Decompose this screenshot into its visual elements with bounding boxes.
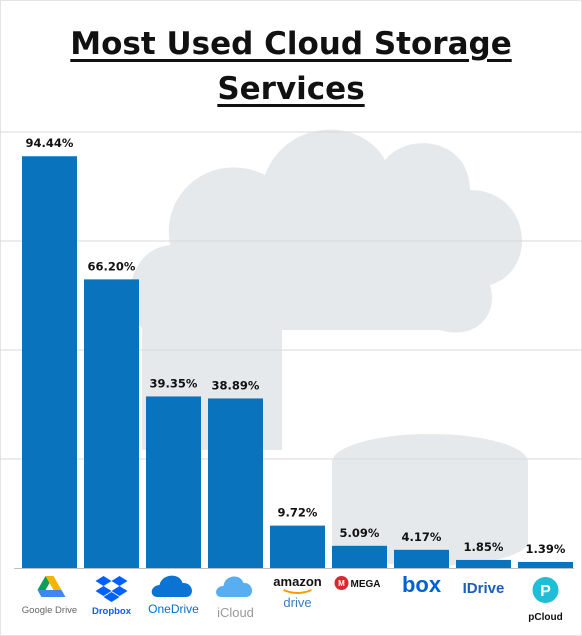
chart-title: Most Used Cloud Storage Services: [0, 22, 582, 112]
bar-amazon-drive: [270, 525, 325, 568]
bar-value-label: 4.17%: [402, 530, 442, 544]
bar-value-label: 66.20%: [88, 259, 136, 273]
dropbox-icon: Dropbox: [92, 576, 132, 617]
logo-label: iCloud: [217, 605, 254, 620]
bar-value-label: 1.39%: [526, 542, 566, 556]
dropbox-diamond: [95, 586, 112, 596]
chart-title-line-1: Most Used Cloud Storage: [70, 26, 512, 62]
onedrive-icon: OneDrive: [148, 575, 199, 616]
amazon-smile: [283, 589, 312, 594]
pcloud-circle: [532, 577, 559, 603]
logo-label: amazon: [273, 574, 321, 589]
dropbox-diamond: [111, 586, 128, 596]
bar-value-label: 9.72%: [278, 506, 318, 520]
google-drive-icon: Google Drive: [22, 576, 77, 616]
logo-label: IDrive: [463, 580, 505, 597]
logo-label: pCloud: [528, 612, 562, 623]
logo-label: Dropbox: [92, 606, 132, 617]
onedrive-cloud: [151, 575, 192, 597]
logo-label: P: [540, 583, 551, 600]
bar-box: [394, 549, 449, 568]
bar-onedrive: [146, 396, 201, 568]
mega-circle: [334, 576, 349, 590]
gdrive-yellow: [45, 576, 62, 590]
box-logo: box: [402, 572, 442, 597]
idrive-logo: IDrive: [463, 580, 505, 597]
dropbox-diamond: [111, 576, 128, 586]
bar-idrive: [456, 559, 511, 568]
logo-label: drive: [283, 595, 311, 610]
bar-google-drive: [22, 156, 77, 569]
bar-value-label: 1.85%: [464, 540, 504, 554]
logo-label: OneDrive: [148, 602, 199, 616]
bar-value-label: 39.35%: [150, 376, 198, 390]
amazon-drive-logo: amazon drive: [273, 574, 321, 610]
bar-value-label: 5.09%: [340, 526, 380, 540]
bar-dropbox: [84, 279, 139, 568]
chart-title-line-2: Services: [217, 71, 365, 107]
logo-label: MEGA: [351, 579, 381, 590]
bar-mega: [332, 545, 387, 568]
bar-icloud: [208, 398, 263, 568]
bar-value-label: 38.89%: [212, 378, 260, 392]
dropbox-diamond: [95, 576, 112, 586]
bar-value-label: 94.44%: [26, 136, 74, 150]
logo-label: M: [338, 579, 345, 588]
mega-icon: M MEGA: [334, 576, 381, 590]
logo-label: Google Drive: [22, 605, 77, 616]
cloud-shape: [129, 129, 523, 333]
icloud-icon: iCloud: [216, 576, 254, 620]
dropbox-diamond: [103, 592, 120, 602]
bar-pcloud: [518, 561, 573, 568]
logo-label: box: [402, 572, 442, 597]
gdrive-blue: [37, 590, 66, 597]
icloud-cloud: [216, 576, 253, 597]
